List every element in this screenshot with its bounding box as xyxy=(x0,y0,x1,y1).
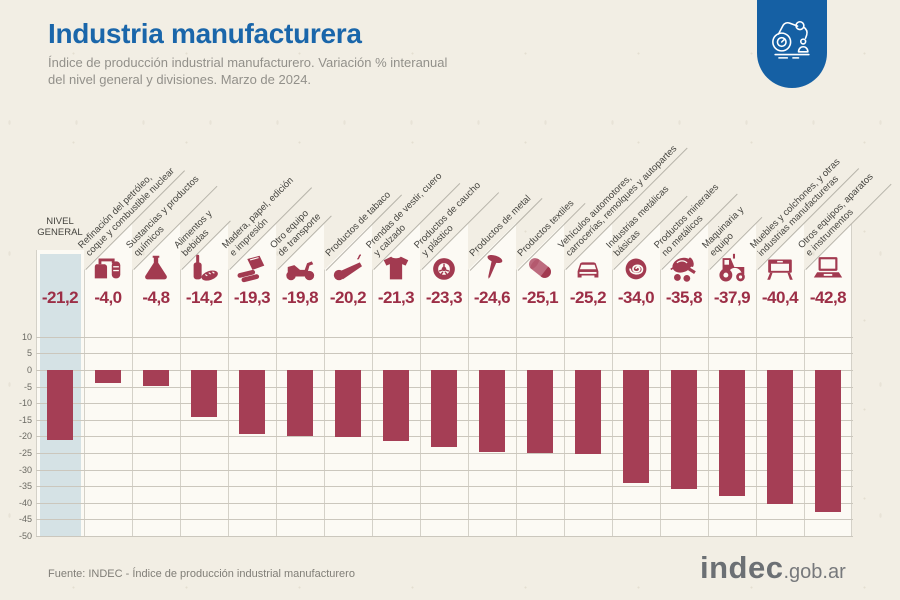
value-label: -25,2 xyxy=(569,288,607,307)
car-icon xyxy=(571,251,605,285)
bar xyxy=(815,370,841,513)
gridline xyxy=(36,353,853,355)
food-icon xyxy=(187,251,221,285)
value-label: -24,6 xyxy=(473,288,511,307)
indec-logo-text: indec xyxy=(700,550,784,585)
y-axis-tick: -5 xyxy=(23,381,32,392)
motorcycle-icon xyxy=(283,251,317,285)
gridline xyxy=(36,336,853,338)
bar xyxy=(239,370,265,435)
gridline xyxy=(36,453,853,454)
tractor-icon xyxy=(715,251,749,285)
value-label: -23,3 xyxy=(425,288,463,307)
gridline xyxy=(36,519,853,521)
gridline xyxy=(36,502,853,504)
value-label: -21,3 xyxy=(377,288,415,307)
gridline xyxy=(36,536,853,537)
source-note: Fuente: INDEC - Índice de producción ind… xyxy=(48,568,355,580)
bar xyxy=(335,370,361,438)
coil-icon xyxy=(619,251,653,285)
gridline xyxy=(36,486,853,488)
furniture-icon xyxy=(763,251,797,285)
y-axis-tick: -15 xyxy=(18,414,32,425)
gridline xyxy=(36,469,853,471)
mixer-icon xyxy=(667,251,701,285)
category-label: NIVEL GENERAL xyxy=(37,216,83,238)
bar xyxy=(383,370,409,441)
value-label: -35,8 xyxy=(665,288,703,307)
value-label: -20,2 xyxy=(329,288,367,307)
spool-icon xyxy=(523,251,557,285)
bar xyxy=(671,370,697,489)
value-label: -19,8 xyxy=(281,288,319,307)
bar xyxy=(719,370,745,496)
y-axis-tick: -30 xyxy=(18,464,32,475)
page-subtitle: Índice de producción industrial manufact… xyxy=(48,55,448,87)
y-axis-tick: -10 xyxy=(18,398,32,409)
value-label: -4,0 xyxy=(94,288,122,307)
value-label: -25,1 xyxy=(521,288,559,307)
y-axis-tick: -40 xyxy=(18,497,32,508)
refinery-icon xyxy=(91,251,125,285)
y-axis-tick: -45 xyxy=(18,514,32,525)
bar xyxy=(431,370,457,448)
bar xyxy=(287,370,313,436)
y-axis-tick: -50 xyxy=(18,531,32,541)
value-label: -34,0 xyxy=(617,288,655,307)
value-label: -19,3 xyxy=(233,288,271,307)
y-axis-tick: -20 xyxy=(18,431,32,442)
bar xyxy=(95,370,121,384)
value-label: -40,4 xyxy=(761,288,799,307)
robot-arm-icon xyxy=(764,14,820,75)
value-label: -21,2 xyxy=(41,288,79,307)
indec-logo-suffix: .gob.ar xyxy=(783,561,846,583)
tshirt-icon xyxy=(379,251,413,285)
value-label: -42,8 xyxy=(809,288,847,307)
y-axis-tick: 5 xyxy=(26,348,32,359)
brand-badge xyxy=(757,0,827,88)
bar xyxy=(191,370,217,418)
y-axis-tick: 0 xyxy=(26,365,32,375)
bar xyxy=(479,370,505,452)
bar xyxy=(143,370,169,386)
bar xyxy=(575,370,601,454)
wood-paper-icon xyxy=(235,251,269,285)
indec-logo: indec .gob.ar xyxy=(700,550,846,586)
value-label: -4,8 xyxy=(142,288,170,307)
y-axis-tick: 10 xyxy=(21,331,32,342)
value-label: -37,9 xyxy=(713,288,751,307)
pipe-icon xyxy=(331,251,365,285)
y-axis-tick: -35 xyxy=(18,481,32,492)
bar xyxy=(623,370,649,483)
flask-icon xyxy=(139,251,173,285)
bar xyxy=(47,370,73,441)
nail-icon xyxy=(475,251,509,285)
bar xyxy=(767,370,793,505)
page-title: Industria manufacturera xyxy=(48,18,362,49)
laptop-icon xyxy=(811,251,845,285)
y-axis-tick: -25 xyxy=(18,448,32,458)
value-label: -14,2 xyxy=(185,288,223,307)
bar xyxy=(527,370,553,454)
tire-icon xyxy=(427,251,461,285)
